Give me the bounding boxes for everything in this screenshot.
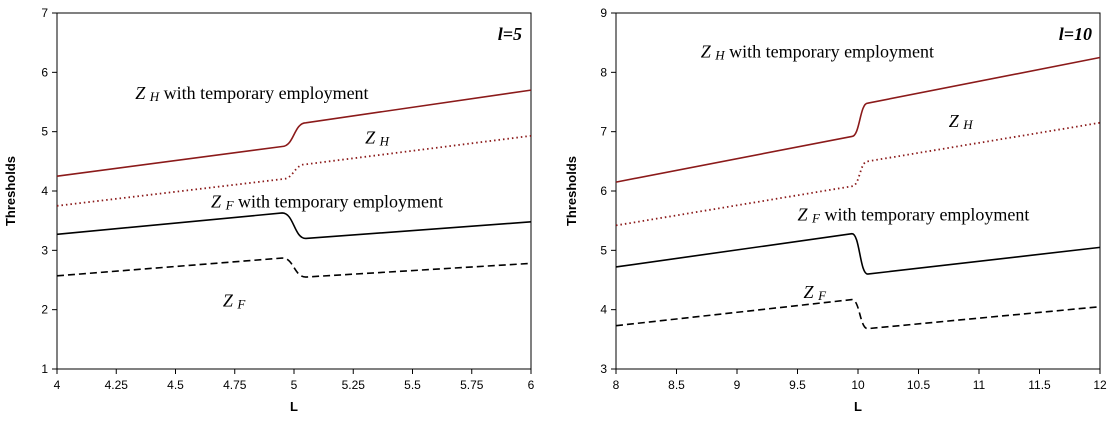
chart-1-y-tick-label: 6 <box>41 65 48 79</box>
chart-2-x-tick-label: 11 <box>973 378 986 392</box>
chart-2-plot-frame <box>615 12 1101 370</box>
chart-1-annotation-4: Z F <box>223 291 247 312</box>
chart-2-series-line-2 <box>615 121 1101 227</box>
annotation-subscript: F <box>236 297 246 312</box>
chart-1-y-tick-label: 7 <box>41 6 48 20</box>
annotation-symbol: Z <box>949 111 964 131</box>
chart-1-x-tick-label: 5 <box>291 378 298 392</box>
chart-1-series-line-1 <box>56 89 532 177</box>
chart-1-title: l=5 <box>498 24 522 44</box>
chart-1-annotation-3: Z F with temporary employment <box>211 192 443 213</box>
chart-2-x-tick-label: 9.5 <box>789 378 806 392</box>
chart-2-y-axis-label: Thresholds <box>564 156 579 226</box>
annotation-symbol: Z <box>365 128 380 148</box>
chart-1-annotation-1: Z H with temporary employment <box>135 83 368 104</box>
annotation-subscript: H <box>379 134 390 149</box>
annotation-subscript: F <box>225 198 235 213</box>
annotation-subscript: H <box>714 48 725 63</box>
chart-1-series-line-4 <box>56 257 532 278</box>
chart-2-y-tick-label: 8 <box>600 65 607 79</box>
chart-2-x-tick-label: 8 <box>613 378 620 392</box>
chart-1-x-tick-label: 4.75 <box>223 378 247 392</box>
annotation-subscript: F <box>817 288 827 303</box>
chart-2-x-tick-label: 10.5 <box>907 378 931 392</box>
chart-2-x-tick-label: 12 <box>1093 378 1107 392</box>
chart-1-annotation-2: Z H <box>365 128 390 149</box>
chart-1-y-tick-label: 1 <box>41 362 48 376</box>
chart-2-y-tick-label: 6 <box>600 184 607 198</box>
chart-1-x-axis-label: L <box>290 399 298 414</box>
annotation-text: with temporary employment <box>159 83 368 103</box>
annotation-symbol: Z <box>804 282 819 302</box>
chart-2-x-axis-label: L <box>854 399 862 414</box>
chart-1-x-tick-label: 4.25 <box>105 378 129 392</box>
chart-2-y-tick-label: 9 <box>600 6 607 20</box>
chart-2-annotation-4: Z F <box>804 282 828 303</box>
chart-1-y-tick-label: 3 <box>41 243 48 257</box>
annotation-symbol: Z <box>135 83 150 103</box>
chart-1-x-tick-label: 5.5 <box>404 378 421 392</box>
chart-2-y-tick-label: 7 <box>600 125 607 139</box>
annotation-symbol: Z <box>798 205 813 225</box>
chart-2-annotation-2: Z H <box>949 111 974 132</box>
chart-1-y-tick-label: 4 <box>41 184 48 198</box>
annotation-text: with temporary employment <box>820 205 1029 225</box>
chart-2-annotation-1: Z H with temporary employment <box>701 42 934 63</box>
chart-1-x-tick-label: 4.5 <box>167 378 184 392</box>
annotation-subscript: F <box>811 211 821 226</box>
annotation-text: with temporary employment <box>234 192 443 212</box>
chart-2-y-tick-label: 4 <box>600 303 607 317</box>
chart-2-title: l=10 <box>1059 24 1092 44</box>
chart-2-series-line-3 <box>615 232 1101 275</box>
chart-1-x-tick-label: 5.25 <box>342 378 366 392</box>
chart-1-x-tick-label: 5.75 <box>460 378 484 392</box>
chart-2-x-tick-label: 11.5 <box>1028 378 1051 392</box>
chart-2-y-tick-label: 3 <box>600 362 607 376</box>
annotation-subscript: H <box>962 117 973 132</box>
chart-2: 3 4 5 6 7 8 9 8 8.5 9 9.5 10 10.5 11 11.5 12 L Thresholds… <box>564 6 1107 414</box>
chart-2-x-tick-label: 8.5 <box>668 378 685 392</box>
annotation-symbol: Z <box>701 42 716 62</box>
chart-1-series-line-3 <box>56 212 532 240</box>
annotation-symbol: Z <box>223 291 238 311</box>
annotation-symbol: Z <box>211 192 226 212</box>
chart-2-annotation-3: Z F with temporary employment <box>798 205 1030 226</box>
annotation-subscript: H <box>149 89 160 104</box>
chart-1-y-tick-label: 5 <box>41 125 48 139</box>
chart-1-y-tick-label: 2 <box>41 303 48 317</box>
chart-2-y-tick-label: 5 <box>600 243 607 257</box>
annotation-text: with temporary employment <box>725 42 934 62</box>
chart-2-x-tick-label: 10 <box>851 378 865 392</box>
chart-2-series-line-1 <box>615 56 1101 183</box>
chart-2-series-line-4 <box>615 298 1101 330</box>
chart-1-y-axis-label: Thresholds <box>3 156 18 226</box>
chart-1: 1 2 3 4 5 6 7 4 4.25 4.5 4.75 5 5.25 5.5 5.75 6 L Thresho… <box>3 6 535 414</box>
chart-2-x-tick-label: 9 <box>734 378 741 392</box>
chart-1-x-tick-label: 6 <box>528 378 535 392</box>
chart-1-x-tick-label: 4 <box>54 378 61 392</box>
